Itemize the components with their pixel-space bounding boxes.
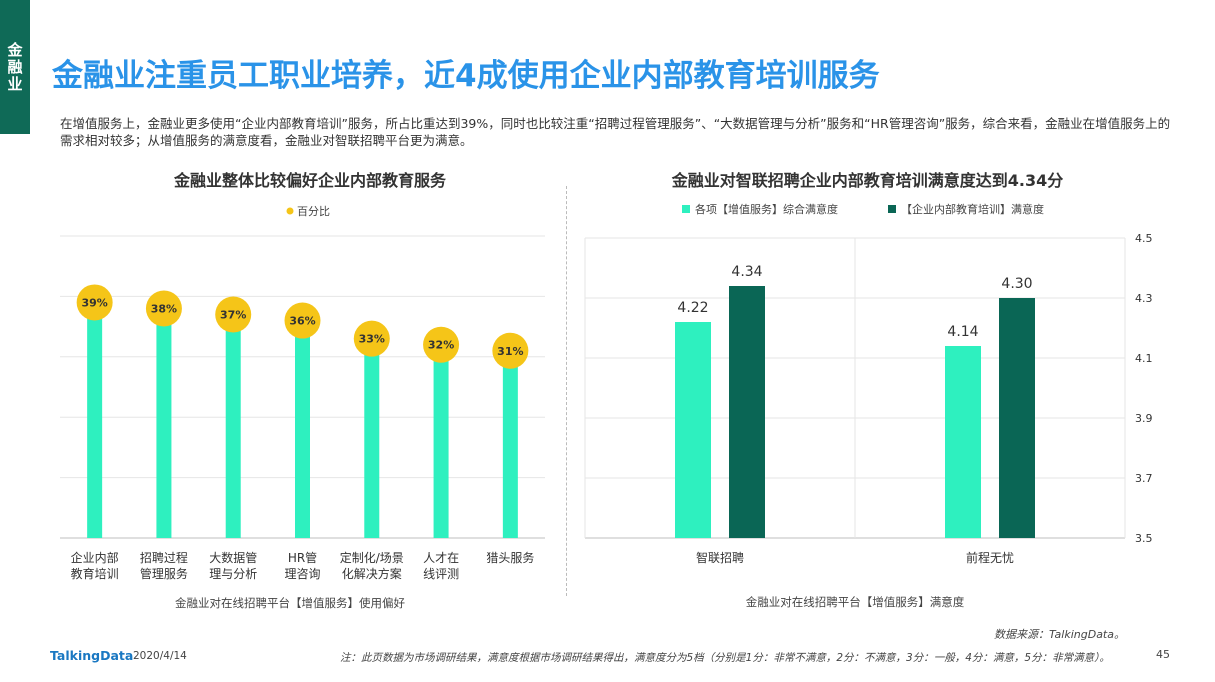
value-marker (145, 290, 182, 327)
side-category-label: 金融业 (5, 41, 24, 93)
y-tick-label: 3.9 (1135, 412, 1153, 425)
data-label: 38% (151, 302, 177, 315)
right-grouped-bar-chart: 各项【增值服务】综合满意度 【企业内部教育培训】满意度 4.5 4.3 4.1 3.9 3.… (584, 202, 1153, 565)
data-source: 数据来源：TalkingData。 (993, 628, 1125, 641)
category-label: 大数据管 (209, 550, 257, 565)
category-label: 人才在 (423, 551, 459, 565)
y-tick-label: 4.5 (1135, 232, 1153, 245)
y-tick-label: 3.5 (1135, 532, 1153, 545)
category-label: 招聘过程 (140, 550, 188, 565)
report-date: 2020/4/14 (133, 650, 187, 662)
left-bar-chart: 百分比 39% 企业内部教育培训 38% 招聘过程管理服务 37% 大数据管理与分析 36% H… (60, 205, 545, 581)
data-label: 31% (497, 345, 523, 358)
legend-marker (286, 207, 294, 215)
data-label: 33% (359, 333, 385, 346)
bar (675, 322, 711, 538)
category-label: 理与分析 (209, 567, 257, 581)
left-chart-title: 金融业整体比较偏好企业内部教育服务 (173, 171, 446, 190)
bar (156, 308, 172, 538)
legend-swatch (888, 205, 896, 213)
footnote: 注：此页数据为市场调研结果，满意度根据市场调研结果得出，满意度分为5档（分别是1… (340, 652, 1110, 664)
side-category-tab: 金融业 (0, 0, 30, 134)
value-marker (76, 284, 113, 321)
bar (87, 302, 103, 538)
y-tick-label: 4.1 (1135, 352, 1153, 365)
data-label: 39% (81, 296, 107, 309)
talkingdata-logo: TalkingData (50, 648, 134, 663)
data-label: 4.34 (731, 264, 762, 280)
category-label: 定制化/场景 (340, 550, 404, 565)
value-marker (284, 302, 321, 339)
bar (295, 320, 310, 538)
value-marker (215, 296, 252, 333)
legend-swatch (682, 205, 690, 213)
panel-divider (566, 186, 567, 596)
data-label: 4.22 (677, 300, 708, 316)
category-label: 智联招聘 (696, 550, 744, 565)
y-tick-label: 3.7 (1135, 472, 1153, 485)
data-label: 4.14 (947, 324, 978, 340)
legend-label: 百分比 (297, 205, 330, 218)
left-chart-caption: 金融业对在线招聘平台【增值服务】使用偏好 (175, 596, 405, 610)
category-label: 教育培训 (71, 566, 119, 581)
intro-paragraph: 在增值服务上，金融业更多使用“企业内部教育培训”服务，所占比重达到39%，同时也… (60, 116, 1171, 148)
legend-label: 【企业内部教育培训】满意度 (901, 202, 1044, 216)
bar (225, 314, 241, 538)
value-marker (423, 326, 460, 363)
value-marker (492, 332, 529, 369)
bar (729, 286, 765, 538)
bar (364, 338, 380, 538)
category-label: 企业内部 (71, 550, 119, 565)
category-label: HR管 (288, 550, 317, 565)
data-label: 32% (428, 339, 454, 352)
category-label: 化解决方案 (342, 566, 402, 581)
bar (502, 350, 518, 538)
data-label: 37% (220, 309, 246, 322)
category-label: 猎头服务 (486, 550, 534, 565)
right-chart-title: 金融业对智联招聘企业内部教育培训满意度达到4.34分 (671, 171, 1064, 190)
data-label: 4.30 (1001, 276, 1032, 292)
page-title: 金融业注重员工职业培养，近4成使用企业内部教育培训服务 (52, 58, 880, 94)
category-label: 线评测 (423, 567, 459, 581)
category-label: 管理服务 (140, 566, 188, 581)
page-number: 45 (1156, 648, 1170, 661)
legend-label: 各项【增值服务】综合满意度 (695, 202, 838, 216)
category-label: 理咨询 (284, 566, 320, 581)
category-label: 前程无忧 (966, 550, 1014, 565)
bar (945, 346, 981, 538)
value-marker (353, 320, 390, 357)
bar (433, 344, 449, 538)
right-chart-caption: 金融业对在线招聘平台【增值服务】满意度 (745, 595, 965, 609)
y-tick-label: 4.3 (1135, 292, 1153, 305)
bar (999, 298, 1035, 538)
data-label: 36% (289, 315, 315, 328)
